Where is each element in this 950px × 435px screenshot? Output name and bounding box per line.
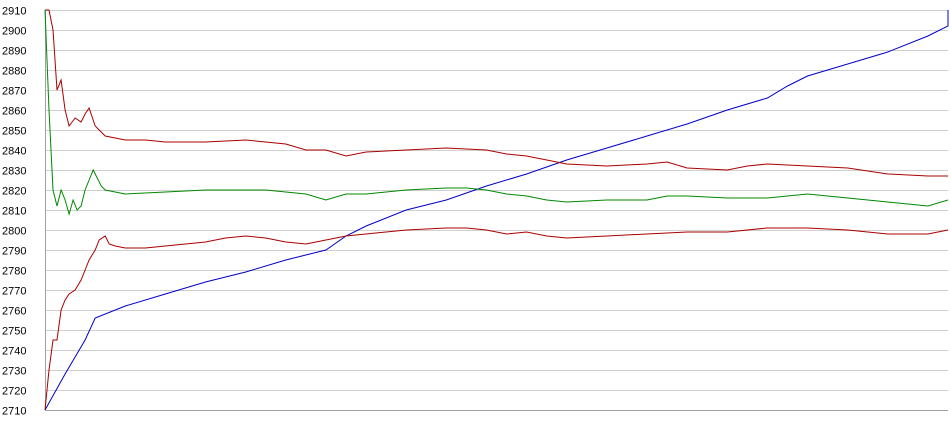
y-tick-label: 2790	[2, 246, 26, 258]
series-line-2	[45, 9, 948, 177]
y-tick-label: 2730	[2, 366, 26, 378]
y-tick-label: 2830	[2, 166, 26, 178]
series-line-1	[44, 10, 949, 411]
axes	[45, 10, 948, 411]
y-tick-label: 2800	[2, 226, 26, 238]
y-tick-label: 2890	[2, 46, 26, 58]
y-tick-label: 2750	[2, 326, 26, 338]
series-line-3	[44, 9, 949, 216]
y-tick-label: 2880	[2, 66, 26, 78]
y-tick-label: 2910	[2, 6, 26, 18]
y-tick-label: 2770	[2, 286, 26, 298]
y-tick-label: 2810	[2, 206, 26, 218]
y-tick-label: 2760	[2, 306, 26, 318]
y-tick-label: 2900	[2, 26, 26, 38]
y-tick-label: 2820	[2, 186, 26, 198]
y-tick-label: 2850	[2, 126, 26, 138]
series-line-4	[44, 227, 949, 411]
y-tick-label: 2720	[2, 386, 26, 398]
y-tick-label: 2780	[2, 266, 26, 278]
y-tick-label: 2840	[2, 146, 26, 158]
y-axis-tick-labels: 2910 2900 2890 2880 2870 2860 2850 2840 2830 2820…	[2, 6, 26, 418]
grid-lines	[45, 10, 948, 411]
y-tick-label: 2710	[2, 406, 26, 418]
series-lines	[44, 9, 949, 411]
y-tick-label: 2870	[2, 86, 26, 98]
y-tick-label: 2860	[2, 106, 26, 118]
y-tick-label: 2740	[2, 346, 26, 358]
